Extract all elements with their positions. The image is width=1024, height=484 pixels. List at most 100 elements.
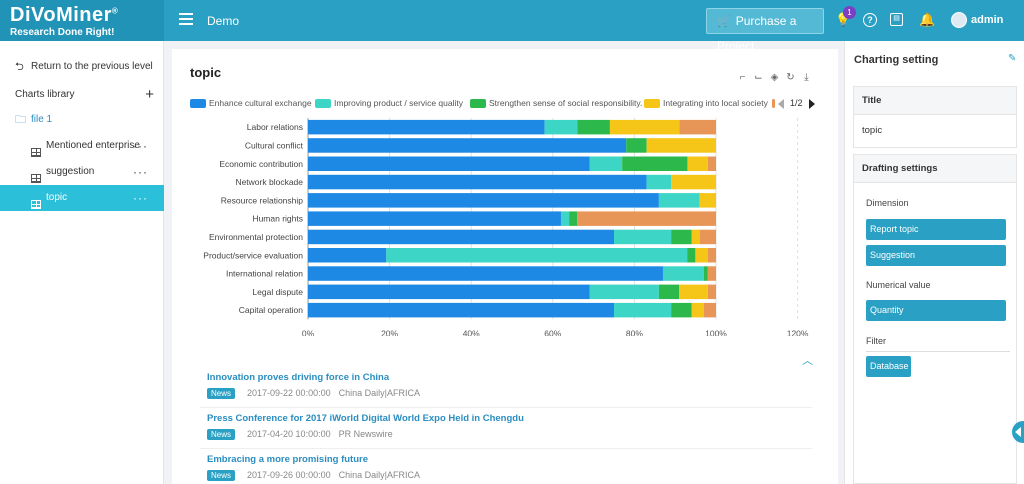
bar-segment	[544, 119, 578, 135]
x-tick-label: 0%	[302, 328, 315, 336]
chart-title: topic	[190, 65, 222, 80]
bar-segment	[308, 229, 614, 245]
bar-segment	[614, 302, 672, 318]
edit-icon[interactable]: ✎	[1008, 53, 1017, 64]
bar-segment	[577, 119, 610, 135]
chevron-up-icon[interactable]: ︿	[802, 355, 813, 367]
numerical-chip-quantity[interactable]: Quantity	[866, 300, 1006, 321]
y-tick-label: Economic contribution	[219, 159, 303, 169]
return-label: Return to the previous level	[31, 61, 153, 72]
download-icon[interactable]: ⤓	[804, 72, 809, 83]
sidebar-item-topic[interactable]: topic ···	[0, 185, 164, 211]
bar-segment	[703, 266, 708, 281]
return-icon: ⮌	[15, 61, 24, 73]
bar-segment	[386, 248, 688, 263]
avatar[interactable]	[951, 12, 967, 28]
x-tick-label: 40%	[463, 328, 480, 336]
purchase-project-button[interactable]: 🛒 Purchase a Project	[706, 8, 824, 53]
hamburger-menu-icon[interactable]	[179, 13, 193, 25]
refresh-icon[interactable]: ↻	[786, 72, 795, 83]
project-name: Demo	[207, 14, 240, 28]
legend-item[interactable]: Strengthen sense of social responsibilit…	[470, 98, 642, 112]
logo-tagline: Research Done Right!	[10, 27, 115, 38]
help-icon[interactable]: ?	[863, 13, 877, 27]
sidebar: ⮌ Return to the previous level Charts li…	[0, 41, 164, 484]
bar-segment	[707, 156, 716, 171]
add-icon[interactable]: +	[145, 86, 154, 103]
numerical-label: Numerical value	[866, 280, 931, 290]
return-link[interactable]: ⮌ Return to the previous level	[0, 54, 164, 80]
x-tick-label: 60%	[544, 328, 561, 336]
news-title[interactable]: Embracing a more promising future	[207, 454, 368, 465]
y-tick-label: Network blockade	[235, 177, 303, 187]
news-list: Innovation proves driving force in China…	[200, 367, 812, 484]
x-tick-label: 20%	[381, 328, 398, 336]
bar-segment	[703, 302, 716, 318]
crop-icon[interactable]: ⌐	[739, 72, 746, 83]
cart-icon: 🛒	[717, 16, 731, 28]
chart-panel: topic ⌐ ⌙ ◈ ↻ ⤓ Enhance cultural exchange Im…	[172, 49, 838, 484]
sidebar-item-mentioned-enterprise[interactable]: Mentioned enterprise ···	[0, 133, 164, 159]
legend-prev-icon[interactable]	[778, 98, 784, 109]
sidebar-item-suggestion[interactable]: suggestion ···	[0, 159, 164, 185]
bar-segment	[646, 138, 716, 153]
title-value[interactable]: topic	[862, 125, 883, 136]
legend-item[interactable]	[772, 98, 778, 112]
layers-icon[interactable]: ◈	[770, 72, 779, 83]
table-icon	[31, 167, 41, 193]
bar-segment	[699, 193, 716, 208]
title-section: Title topic	[853, 86, 1017, 148]
charts-library-label: Charts library	[15, 89, 75, 100]
x-tick-label: 80%	[626, 328, 643, 336]
more-icon[interactable]: ···	[133, 139, 148, 153]
section-heading: Drafting settings	[854, 155, 1016, 183]
bar-segment	[699, 229, 716, 245]
bar-segment	[560, 211, 570, 226]
bar-segment	[662, 266, 704, 281]
bar-segment	[308, 193, 659, 208]
bar-segment	[308, 248, 387, 263]
bell-icon[interactable]: 🔔	[919, 12, 936, 27]
bar-segment	[589, 156, 623, 171]
list-item: Press Conference for 2017 iWorld Digital…	[200, 408, 812, 449]
y-tick-label: Environmental protection	[209, 232, 303, 242]
user-name[interactable]: admin	[971, 14, 1004, 26]
chart-toolbar: ⌐ ⌙ ◈ ↻ ⤓	[737, 67, 827, 83]
bar-segment	[671, 229, 692, 245]
news-title[interactable]: Press Conference for 2017 iWorld Digital…	[207, 413, 524, 424]
y-tick-label: Legal dispute	[252, 287, 303, 297]
bar-segment	[691, 229, 700, 245]
sidebar-item-label: topic	[46, 192, 68, 203]
news-meta: News 2017-09-22 00:00:00 China Daily|AFRIC…	[207, 388, 420, 399]
bar-segment	[679, 119, 716, 135]
collapse-panel-icon[interactable]	[1012, 421, 1024, 443]
bar-segment	[707, 284, 716, 300]
chart-legend: Enhance cultural exchange Improving prod…	[190, 98, 830, 112]
folder-icon: 🗀	[15, 114, 26, 126]
x-tick-label: 120%	[787, 328, 809, 336]
more-icon[interactable]: ···	[133, 165, 148, 179]
panel-title: Charting setting	[854, 54, 939, 66]
charting-settings-panel: Charting setting ✎ Title topic Drafting …	[844, 41, 1024, 484]
bar-segment	[308, 211, 561, 226]
dimension-chip-report-topic[interactable]: Report topic	[866, 219, 1006, 240]
bar-segment	[707, 248, 716, 263]
logo[interactable]: DiVoMiner® Research Done Right!	[0, 0, 164, 41]
folder-label: file 1	[31, 114, 53, 125]
more-icon[interactable]: ···	[133, 191, 148, 205]
screen-icon[interactable]: ▤	[890, 13, 903, 26]
list-item: Innovation proves driving force in China…	[200, 367, 812, 408]
legend-page: 1/2	[790, 98, 803, 108]
dimension-chip-suggestion[interactable]: Suggestion	[866, 245, 1006, 266]
folder-item[interactable]: 🗀 file 1	[0, 107, 164, 133]
notification-badge: 1	[843, 6, 856, 19]
news-title[interactable]: Innovation proves driving force in China	[207, 372, 390, 383]
legend-item[interactable]: Enhance cultural exchange	[190, 98, 312, 112]
bar-segment	[658, 284, 680, 300]
legend-item[interactable]: Improving product / service quality	[315, 98, 463, 112]
logo-name: DiVoMiner®	[10, 4, 119, 26]
legend-item[interactable]: Integrating into local society	[644, 98, 768, 112]
crop-reset-icon[interactable]: ⌙	[754, 72, 763, 83]
filter-chip-database[interactable]: Database	[866, 356, 911, 377]
legend-next-icon[interactable]	[808, 98, 815, 109]
